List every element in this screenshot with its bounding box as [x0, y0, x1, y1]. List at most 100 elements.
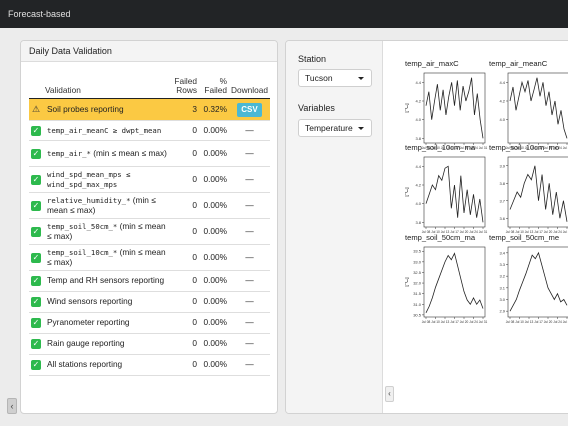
x-tick-label: Jul 10: [515, 320, 524, 324]
validation-name-cell: ✓ All stations reporting: [29, 354, 169, 376]
x-tick-label: Jul 31: [479, 320, 488, 324]
x-tick-label: Jul 13: [525, 146, 534, 150]
download-unavailable: —: [245, 296, 254, 307]
y-tick-label: 3.4: [499, 250, 505, 255]
download-cell: —: [229, 166, 270, 193]
checkbox-checked-icon: ✓: [31, 148, 41, 159]
pct-failed-cell: 0.00%: [199, 140, 229, 167]
x-tick-label: Jul 10: [515, 146, 524, 150]
validation-row: ✓ Temp and RH sensors reporting 0 0.00% —: [29, 270, 270, 292]
y-tick-label: 4.4: [415, 164, 421, 169]
plot-controls-sidebar: Station Tucson Variables Temperature: [286, 41, 383, 413]
pct-failed-cell: 0.00%: [199, 166, 229, 193]
download-cell: —: [229, 218, 270, 245]
download-unavailable: —: [245, 199, 254, 210]
chart-panel: temp_air_meanC 4.4 4.2 4.0 Jul 08 Jul 10 Jul 1…: [489, 59, 568, 157]
y-tick-label: 4.4: [499, 80, 505, 85]
sidebar-toggle-button[interactable]: ‹: [7, 398, 17, 414]
column-header-failed-rows[interactable]: Failed Rows: [169, 75, 199, 99]
failed-rows-cell: 0: [169, 244, 199, 271]
x-tick-label: Jul 17: [450, 146, 459, 150]
x-tick-label: Jul 24: [553, 146, 562, 150]
failed-rows-cell: 0: [169, 120, 199, 141]
x-tick-label: Jul 13: [525, 320, 534, 324]
validation-row: ✓ Wind sensors reporting 0 0.00% —: [29, 291, 270, 313]
download-cell: —: [229, 140, 270, 167]
chart-title: temp_soil_10cm_ma: [405, 143, 476, 152]
pct-failed-cell: 0.00%: [199, 333, 229, 355]
x-tick-label: Jul 08: [422, 146, 431, 150]
y-axis-label: [°C]: [405, 277, 410, 287]
checkbox-checked-icon: ✓: [31, 318, 41, 328]
failed-rows-cell: 3: [169, 98, 199, 121]
pct-failed-cell: 0.00%: [199, 244, 229, 271]
checkbox-checked-icon: ✓: [31, 226, 41, 237]
validation-label: Pyranometer reporting: [47, 318, 130, 328]
plot-frame: [507, 246, 568, 318]
validation-row: ✓ relative_humidity_* (min ≤ mean ≤ max) 0…: [29, 192, 270, 219]
y-tick-label: 3.6: [499, 216, 505, 221]
chart-title: temp_air_meanC: [489, 59, 548, 68]
validation-label: temp_soil_10cm_* (min ≤ mean ≤ max): [47, 247, 167, 267]
validation-row: ✓ temp_soil_50cm_* (min ≤ mean ≤ max) 0 0.0…: [29, 218, 270, 245]
x-tick-label: Jul 20: [544, 146, 553, 150]
x-tick-label: Jul 24: [469, 230, 478, 234]
station-select[interactable]: Tucson: [298, 69, 372, 87]
y-tick-label: 3.8: [415, 220, 421, 225]
series-line: [425, 77, 484, 139]
y-tick-label: 4.2: [415, 183, 421, 188]
download-cell: —: [229, 333, 270, 355]
x-tick-label: Jul 24: [469, 146, 478, 150]
collapse-sidebar-button[interactable]: ‹: [385, 386, 394, 402]
y-tick-label: 4.0: [499, 117, 505, 122]
x-tick-label: Jul 20: [460, 146, 469, 150]
column-header-download[interactable]: Download: [229, 75, 270, 99]
failed-rows-cell: 0: [169, 192, 199, 219]
validation-row: ✓ temp_soil_10cm_* (min ≤ mean ≤ max) 0 0.0…: [29, 244, 270, 271]
validation-label: wind_spd_mean_mps ≤ wind_spd_max_mps: [47, 170, 167, 189]
x-tick-label: Jul 20: [460, 230, 469, 234]
failed-rows-cell: 0: [169, 354, 199, 376]
variables-select[interactable]: Temperature: [298, 119, 372, 137]
download-unavailable: —: [245, 173, 254, 184]
x-tick-label: Jul 08: [506, 146, 515, 150]
validation-label-text: Wind sensors reporting: [47, 296, 133, 307]
checkbox-checked-icon: ✓: [31, 297, 41, 307]
validation-name-cell: ✓ temp_soil_10cm_* (min ≤ mean ≤ max): [29, 244, 169, 271]
validation-label: Soil probes reporting: [47, 104, 124, 115]
column-header-pct-failed[interactable]: % Failed: [199, 75, 229, 99]
chart-title: temp_air_maxC: [405, 59, 459, 68]
variables-label: Variables: [298, 103, 335, 113]
y-tick-label: 3.2: [499, 274, 505, 279]
download-cell: —: [229, 120, 270, 141]
download-cell: —: [229, 291, 270, 313]
validation-label: All stations reporting: [47, 360, 122, 370]
validation-table: Validation Failed Rows % Failed Download…: [29, 75, 270, 376]
x-tick-label: Jul 13: [525, 230, 534, 234]
validation-label: temp_soil_50cm_* (min ≤ mean ≤ max): [47, 221, 167, 241]
x-tick-label: Jul 17: [534, 320, 543, 324]
validation-name-cell: ✓ Wind sensors reporting: [29, 291, 169, 313]
validation-label-code: temp_soil_10cm_*: [47, 248, 118, 257]
download-cell: —: [229, 354, 270, 376]
app-title: Forecast-based: [8, 9, 71, 19]
validation-label: Wind sensors reporting: [47, 297, 132, 307]
validation-name-cell: ✓ Pyranometer reporting: [29, 312, 169, 334]
x-tick-label: Jul 31: [563, 230, 568, 234]
validation-label-text: All stations reporting: [47, 359, 123, 370]
checkbox-checked-icon: ✓: [31, 360, 41, 370]
validation-row: ✓ All stations reporting 0 0.00% —: [29, 354, 270, 376]
csv-download-button[interactable]: CSV: [237, 102, 262, 117]
chart-panel: temp_soil_50cm_me 3.4 3.3 3.2 3.1 3.0 2.9 Jul 0…: [489, 233, 568, 331]
failed-rows-cell: 0: [169, 312, 199, 334]
y-tick-label: 3.1: [499, 285, 505, 290]
chart-title: temp_soil_10cm_mo: [489, 143, 560, 152]
x-tick-label: Jul 24: [469, 320, 478, 324]
validation-name-cell: ⚠ Soil probes reporting: [29, 98, 169, 121]
x-tick-label: Jul 31: [563, 146, 568, 150]
pct-failed-cell: 0.32%: [199, 98, 229, 121]
validation-name-cell: ✓ temp_air_meanC ≥ dwpt_mean: [29, 120, 169, 141]
column-header-validation[interactable]: Validation: [29, 75, 169, 99]
